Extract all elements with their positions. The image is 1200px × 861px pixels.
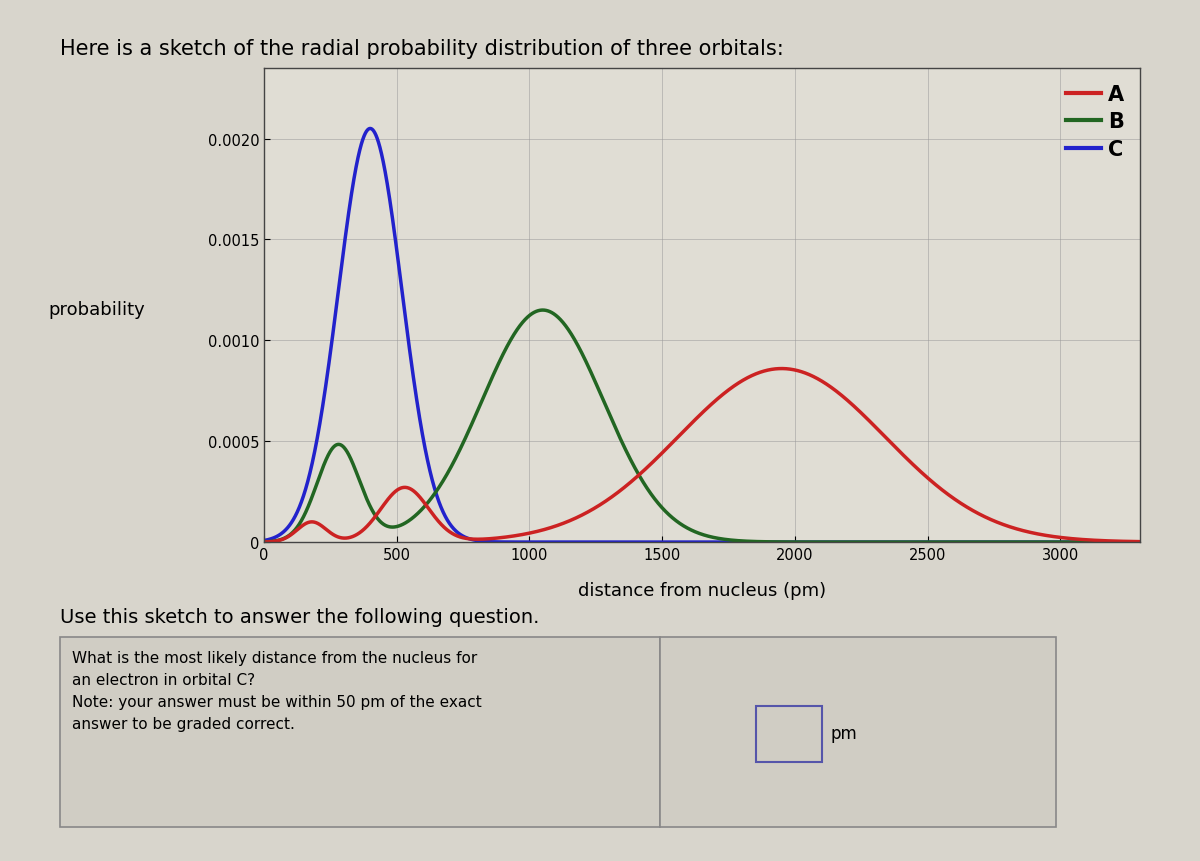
Text: Here is a sketch of the radial probability distribution of three orbitals:: Here is a sketch of the radial probabili… (60, 39, 784, 59)
FancyBboxPatch shape (60, 637, 660, 827)
Text: What is the most likely distance from the nucleus for
an electron in orbital C?
: What is the most likely distance from th… (72, 650, 481, 732)
Text: Use this sketch to answer the following question.: Use this sketch to answer the following … (60, 607, 539, 626)
FancyBboxPatch shape (660, 637, 1056, 827)
Text: probability: probability (48, 301, 145, 319)
Legend: A, B, C: A, B, C (1060, 78, 1130, 165)
Text: distance from nucleus (pm): distance from nucleus (pm) (578, 581, 826, 599)
Text: pm: pm (830, 725, 857, 742)
FancyBboxPatch shape (756, 706, 822, 762)
